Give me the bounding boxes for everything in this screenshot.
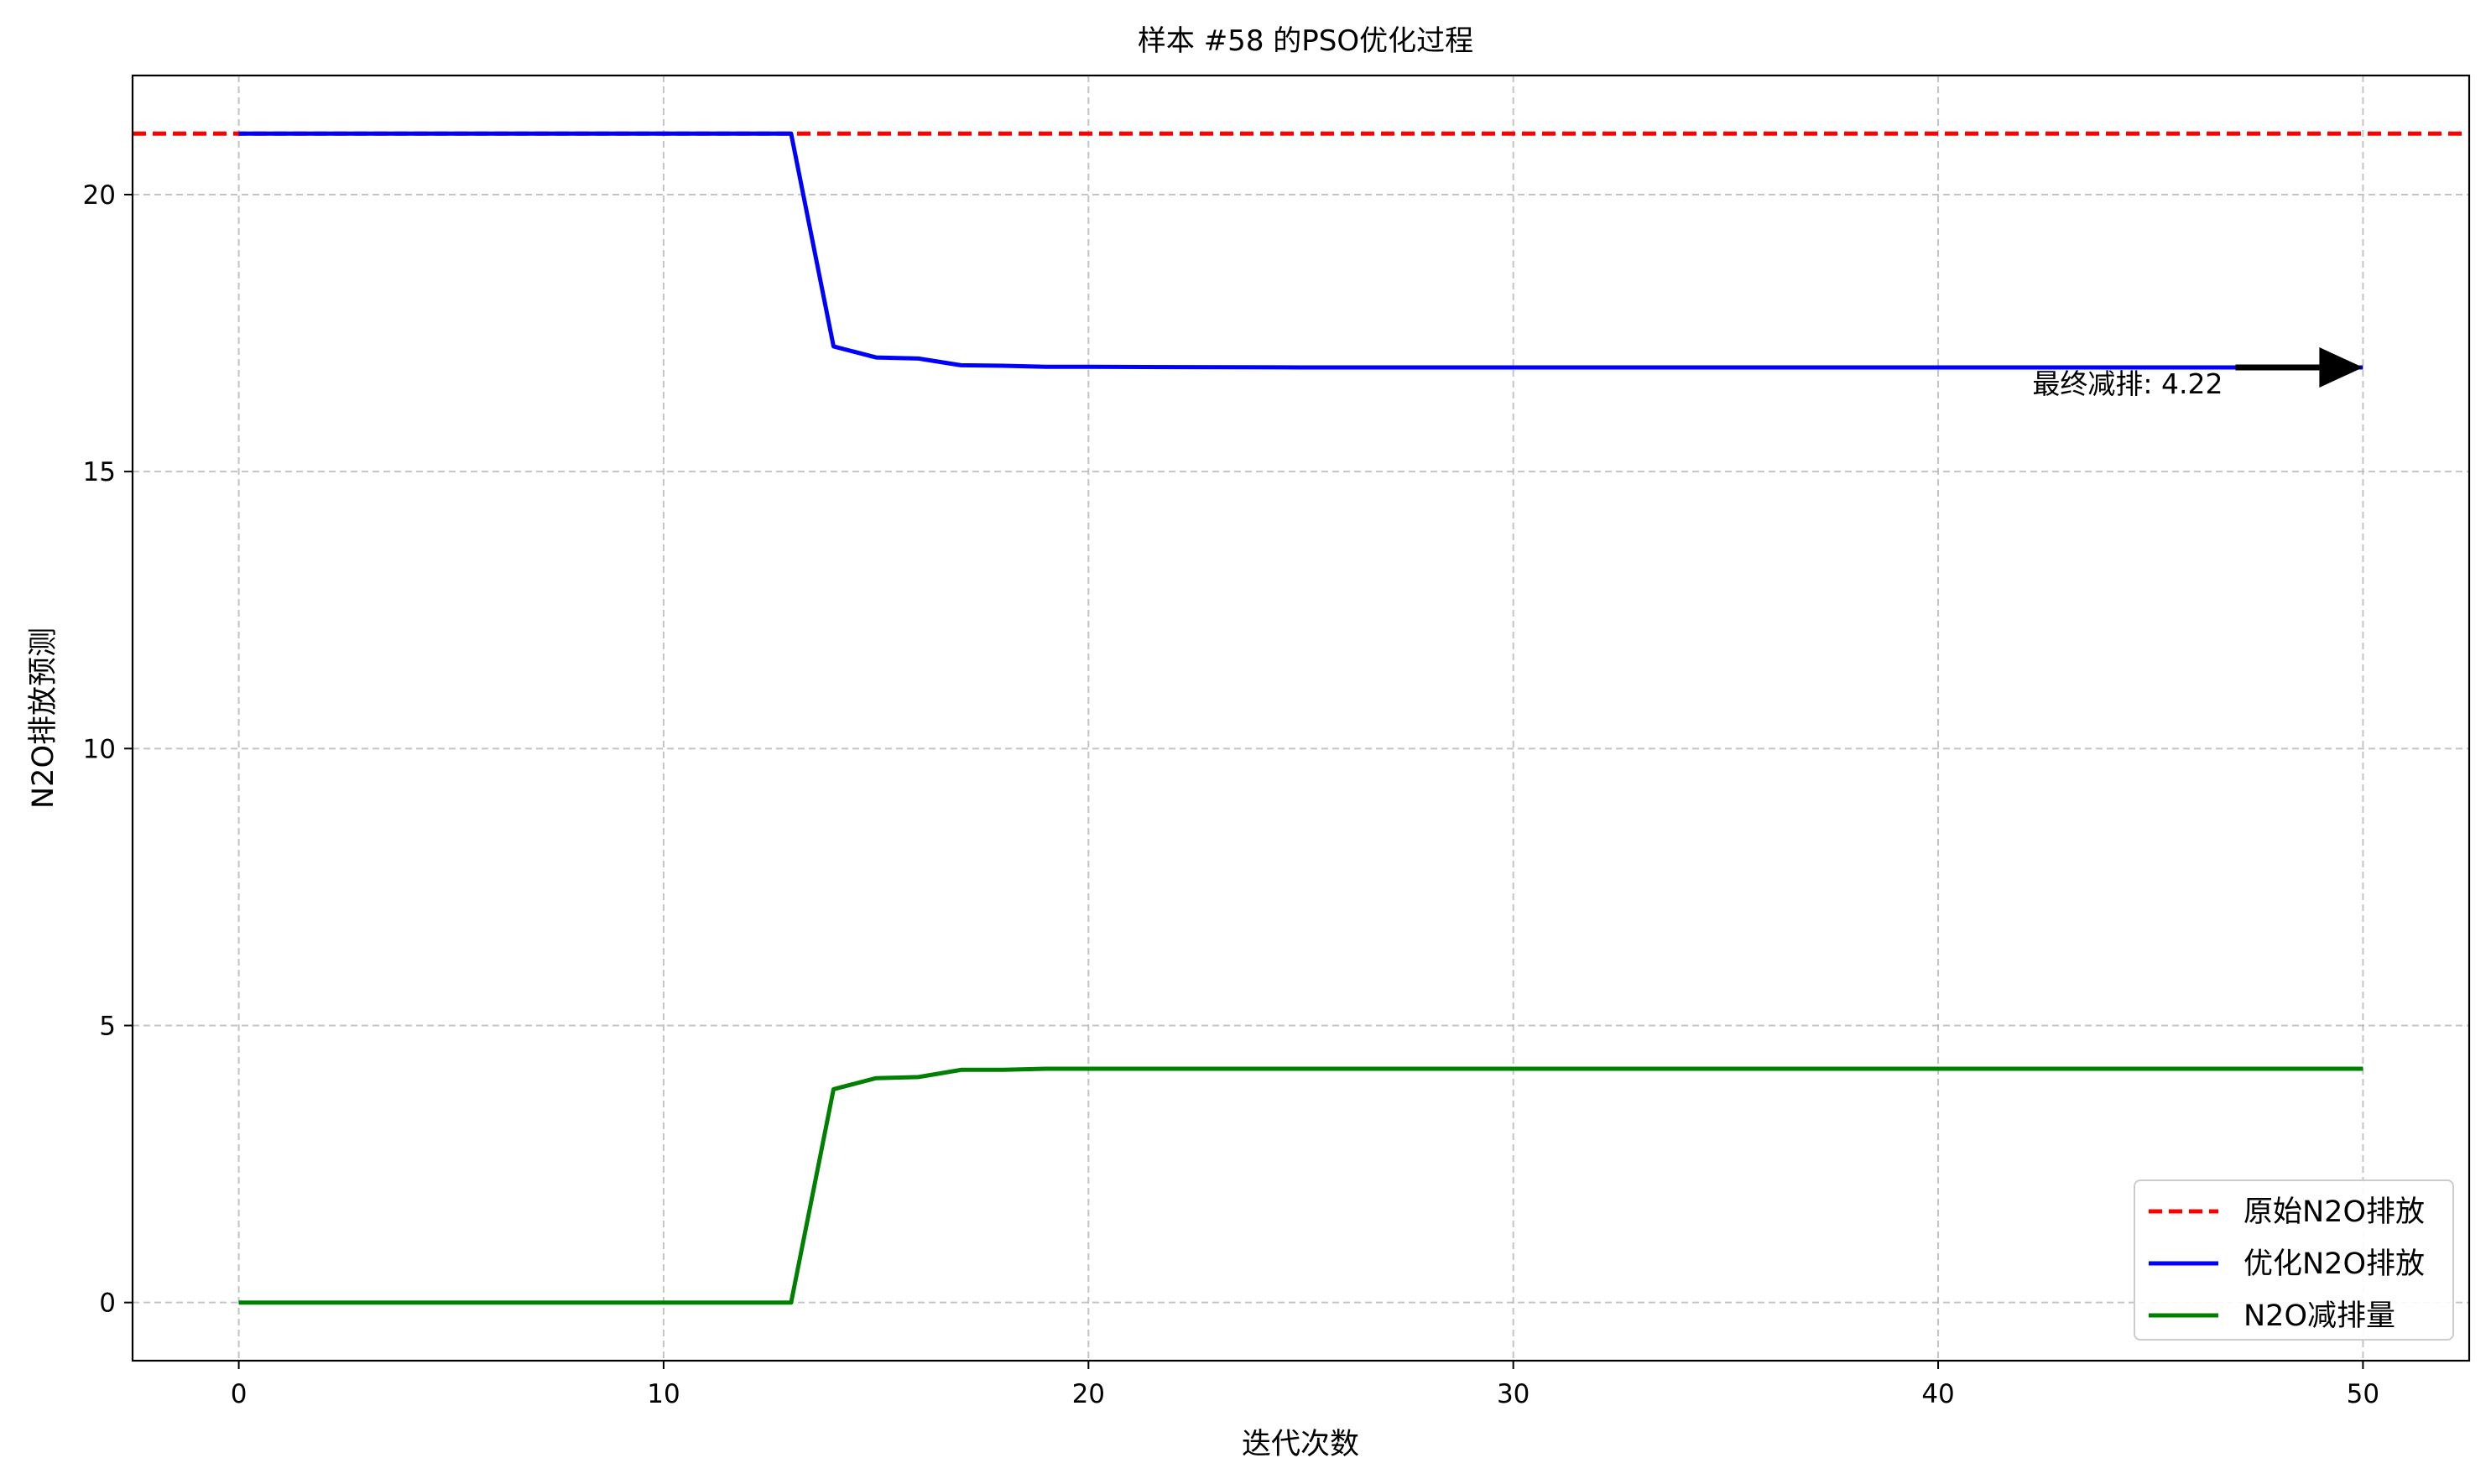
- x-tick-label: 0: [231, 1379, 248, 1409]
- y-tick-label: 5: [99, 1011, 116, 1041]
- annotation: 最终减排: 4.22: [2032, 347, 2363, 400]
- legend-label: 原始N2O排放: [2243, 1195, 2425, 1229]
- legend-label: 优化N2O排放: [2243, 1247, 2425, 1281]
- x-tick-label: 20: [1072, 1379, 1105, 1409]
- y-axis-label: N2O排放预测: [27, 627, 60, 809]
- y-tick-label: 0: [99, 1289, 116, 1319]
- axis-ticks: 0 10 20 30 40 50 0 5 10 15 20: [83, 180, 2380, 1409]
- chart-title: 样本 #58 的PSO优化过程: [1138, 24, 1473, 58]
- plot-lines: [133, 131, 2469, 1305]
- x-axis-label: 迭代次数: [1242, 1428, 1359, 1461]
- optimized-n2o-line: [238, 131, 2363, 370]
- x-tick-label: 30: [1497, 1379, 1530, 1409]
- y-tick-label: 20: [83, 180, 116, 211]
- annotation-text: 最终减排: 4.22: [2032, 367, 2223, 400]
- n2o-reduction-line: [238, 1066, 2363, 1305]
- legend-label: N2O减排量: [2243, 1299, 2395, 1333]
- x-tick-label: 50: [2347, 1379, 2379, 1409]
- x-tick-label: 10: [647, 1379, 680, 1409]
- legend-box: [2134, 1179, 2454, 1341]
- y-tick-label: 10: [83, 734, 116, 764]
- grid: [133, 76, 2469, 1361]
- plot-frame: [131, 74, 2471, 1362]
- x-tick-label: 40: [1921, 1379, 1954, 1409]
- annotation-arrow-head: [2319, 347, 2363, 388]
- y-tick-label: 15: [83, 457, 116, 487]
